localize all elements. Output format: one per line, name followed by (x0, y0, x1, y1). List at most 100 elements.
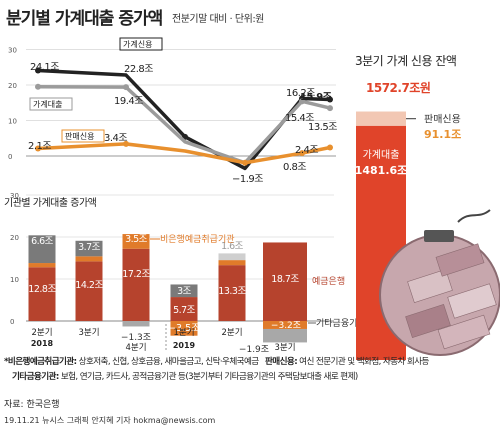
data-point (327, 96, 333, 103)
legend-label-nonbank: 비은행예금취급기관 (160, 233, 235, 245)
data-point (327, 105, 333, 112)
loan-name: 가계대출 (363, 149, 400, 161)
data-label: 3.4조 (104, 133, 127, 144)
page-title: 분기별 가계대출 증가액 (6, 4, 163, 29)
footnote-line-2: 기타금융기관: 보험, 연기금, 카드사, 공적금융기관 등(3분기부터 기타금… (12, 372, 358, 382)
legend-tag-box (29, 97, 73, 111)
bar-label: 3조 (177, 286, 192, 297)
bar-label: 3.5조 (125, 234, 148, 245)
legend-tag-label: 가계신용 (123, 39, 152, 49)
y-tick-label: 10 (10, 276, 19, 284)
total-label: 1572.7조원 (366, 81, 430, 95)
bomb-cap (424, 230, 454, 242)
series-line-1 (37, 85, 331, 165)
bar-other (170, 284, 198, 298)
data-point (123, 84, 129, 91)
x-tick-label: 1분기 (173, 328, 194, 338)
data-label: 16.2조 (286, 88, 315, 99)
data-label: 15.4조 (285, 113, 314, 124)
bar-nonbank (28, 263, 56, 268)
data-label: 2.4조 (295, 145, 318, 156)
bar-label: −1.3조 (121, 333, 151, 343)
bar-bank (122, 248, 150, 321)
banknote (405, 303, 451, 339)
bar-other (263, 328, 307, 343)
bar-label: 13.3조 (218, 286, 246, 297)
title-bold: 분기별 가계대출 증가액 (6, 9, 163, 29)
data-label: 22.8조 (124, 64, 153, 75)
bar-label: 3.7조 (78, 242, 101, 253)
legend-tag-box (119, 37, 163, 51)
bar-nonbank (122, 234, 150, 249)
bar-bank (75, 261, 103, 321)
bar-label: 1.6조 (221, 241, 244, 252)
footnotes: *비은행예금취급기관: 상호저축, 신협, 상호금융, 새마을금고, 신탁·우체… (4, 355, 429, 385)
stacked-bar-chart: 0 10 20 30 12.8조 6.6조 14.2조 3.7조 17.2조 3.5조 5.7조 3조… (10, 192, 360, 352)
bar-bank (263, 242, 307, 321)
banknote (435, 243, 485, 277)
y-tick-label: 20 (10, 234, 19, 242)
bar-label: 18.7조 (271, 274, 299, 285)
banknote (437, 314, 491, 350)
bar-bank (170, 297, 198, 321)
x-tick-label: 2분기 (221, 328, 242, 338)
y-tick-label: 30 (8, 47, 17, 55)
y-tick-label: 0 (8, 153, 12, 161)
banknote (447, 283, 497, 319)
data-label: 24.1조 (30, 62, 59, 73)
x-tick-label: 2분기 (31, 328, 52, 338)
stacked-chart-title: 기관별 가계대출 증가액 (4, 198, 97, 209)
data-label: 0.8조 (283, 162, 306, 173)
x-tick-label: 4분기 (125, 343, 146, 352)
x-year-label: 2019 (173, 341, 196, 350)
data-point (299, 98, 305, 105)
bar-label: 12.8조 (28, 284, 56, 295)
bar-other (28, 235, 56, 264)
banknote (407, 268, 453, 304)
page-subtitle: 전분기말 대비 · 단위:원 (172, 14, 264, 25)
x-tick-label: 3분기 (78, 328, 99, 338)
legend-tag-label: 판매신용 (65, 132, 94, 141)
data-label: 2.1조 (28, 141, 51, 152)
data-point (35, 145, 41, 152)
bar-label: −1.9조 (239, 345, 269, 352)
bar-nonbank (170, 321, 198, 336)
x-year-label: 2018 (31, 339, 54, 348)
data-point (35, 83, 41, 90)
bar-label: 6.6조 (31, 236, 54, 247)
data-label: 13.5조 (308, 122, 337, 133)
bar-nonbank (218, 260, 246, 266)
bar-label: 17.2조 (122, 269, 150, 280)
bar-other (122, 321, 150, 327)
bar-sales-credit (356, 111, 406, 126)
legend-tag-label: 가계대출 (33, 99, 62, 109)
bar-label: 14.2조 (75, 280, 103, 291)
bar-bank (218, 265, 246, 321)
series-line-2 (37, 142, 331, 165)
bar-label: 5.7조 (173, 305, 196, 316)
data-label: 15.9조 (300, 91, 332, 103)
legend-label-bank: 예금은행 (312, 275, 345, 287)
y-tick-label: 0 (10, 318, 14, 326)
bomb-fuse (457, 209, 491, 223)
x-tick-label: 3분기 (274, 343, 295, 352)
bar-other (218, 253, 246, 261)
bar-nonbank (263, 321, 307, 329)
data-point (242, 159, 248, 166)
bar-label: −3.5조 (168, 323, 200, 334)
sales-name: 판매신용 (424, 114, 461, 126)
data-point (123, 140, 129, 147)
legend-tag-box (61, 129, 105, 143)
credit-text: 19.11.21 뉴시스 그래픽 안지혜 기자 hokma@newsis.com (4, 416, 216, 425)
source-text: 자료: 한국은행 (4, 400, 60, 410)
y-tick-label: 20 (8, 82, 17, 90)
sales-value: 91.1조 (424, 128, 461, 141)
data-label: −1.9조 (232, 174, 263, 185)
balance-chart-title: 3분기 가계 신용 잔액 (355, 54, 457, 68)
bar-label: −3.2조 (271, 321, 301, 331)
bar-nonbank (75, 256, 103, 262)
bar-other (75, 240, 103, 257)
data-point (35, 67, 41, 74)
